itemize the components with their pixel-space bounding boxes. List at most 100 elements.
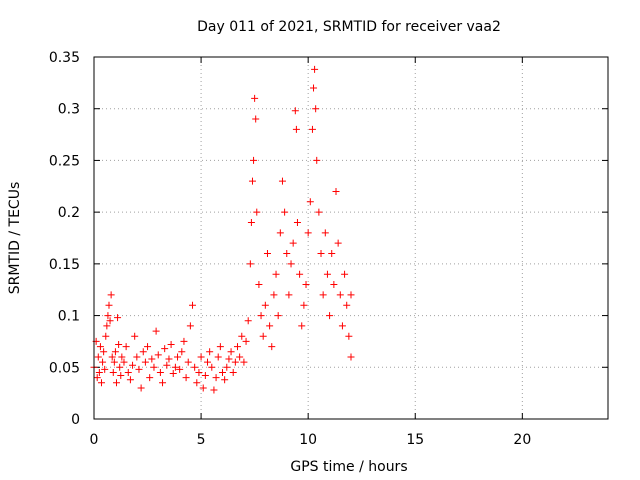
data-point bbox=[178, 348, 186, 356]
data-point bbox=[171, 363, 179, 371]
data-point bbox=[102, 332, 110, 340]
y-tick-label: 0.25 bbox=[49, 153, 80, 169]
data-point bbox=[231, 358, 239, 366]
data-point bbox=[272, 270, 280, 278]
data-point bbox=[212, 374, 220, 382]
data-point bbox=[176, 365, 184, 373]
data-point bbox=[154, 351, 162, 359]
data-point bbox=[103, 322, 111, 330]
data-point bbox=[289, 239, 297, 247]
data-point bbox=[240, 358, 248, 366]
data-point bbox=[126, 376, 134, 384]
data-point bbox=[311, 65, 319, 73]
data-point bbox=[208, 363, 216, 371]
data-point bbox=[120, 358, 128, 366]
data-point bbox=[323, 270, 331, 278]
data-point bbox=[163, 361, 171, 369]
data-point bbox=[238, 332, 246, 340]
data-point bbox=[310, 84, 318, 92]
data-point bbox=[191, 363, 199, 371]
data-point bbox=[95, 368, 103, 376]
data-point bbox=[304, 229, 312, 237]
x-tick-label: 10 bbox=[299, 432, 317, 448]
data-point bbox=[246, 260, 254, 268]
data-point bbox=[150, 363, 158, 371]
data-point bbox=[94, 353, 102, 361]
data-point bbox=[291, 107, 299, 115]
data-point bbox=[268, 343, 276, 351]
data-point bbox=[321, 229, 329, 237]
grid-lines bbox=[94, 57, 608, 419]
data-point bbox=[165, 355, 173, 363]
data-point bbox=[263, 250, 271, 258]
data-point bbox=[328, 250, 336, 258]
data-point bbox=[251, 94, 259, 102]
data-point bbox=[298, 322, 306, 330]
data-point bbox=[197, 353, 205, 361]
data-point bbox=[169, 369, 177, 377]
data-point bbox=[180, 337, 188, 345]
data-point bbox=[107, 291, 115, 299]
data-point bbox=[257, 312, 265, 320]
data-point bbox=[131, 332, 139, 340]
y-tick-label: 0.2 bbox=[58, 205, 80, 221]
data-point bbox=[195, 368, 203, 376]
data-point bbox=[306, 198, 314, 206]
data-point bbox=[106, 317, 114, 325]
data-point bbox=[124, 368, 132, 376]
data-point bbox=[255, 281, 263, 289]
x-axis-label: GPS time / hours bbox=[290, 459, 407, 475]
data-point bbox=[312, 105, 320, 113]
x-tick-label: 0 bbox=[90, 432, 99, 448]
data-point bbox=[108, 353, 116, 361]
data-point bbox=[285, 291, 293, 299]
data-point bbox=[281, 208, 289, 216]
y-tick-label: 0.05 bbox=[49, 360, 80, 376]
tick-labels: 0 5 10 15 20 0 0.05 0.1 0.15 0.2 0.25 0.3 0.35 bbox=[49, 50, 531, 448]
y-axis-label: SRMTID / TECUs bbox=[7, 182, 23, 295]
data-point bbox=[122, 343, 130, 351]
data-point bbox=[276, 229, 284, 237]
data-point bbox=[114, 314, 122, 322]
chart-title: Day 011 of 2021, SRMTID for receiver vaa… bbox=[197, 19, 501, 35]
data-point bbox=[115, 341, 123, 349]
data-point bbox=[210, 386, 218, 394]
data-point bbox=[139, 348, 147, 356]
data-point bbox=[100, 348, 108, 356]
data-point bbox=[332, 187, 340, 195]
data-point bbox=[141, 358, 149, 366]
data-point bbox=[152, 327, 160, 335]
data-point bbox=[117, 372, 125, 380]
data-point bbox=[182, 374, 190, 382]
data-point bbox=[259, 332, 267, 340]
data-point bbox=[133, 353, 141, 361]
data-point bbox=[216, 343, 224, 351]
data-point bbox=[214, 353, 222, 361]
data-point bbox=[248, 177, 256, 185]
data-point bbox=[292, 125, 300, 133]
data-point bbox=[118, 353, 126, 361]
data-point bbox=[274, 312, 282, 320]
plot-frame bbox=[93, 56, 609, 420]
data-point bbox=[167, 341, 175, 349]
data-point bbox=[345, 332, 353, 340]
data-points bbox=[90, 65, 355, 394]
data-point bbox=[300, 301, 308, 309]
y-tick-label: 0.15 bbox=[49, 257, 80, 273]
y-tick-label: 0.1 bbox=[58, 309, 80, 325]
data-point bbox=[204, 358, 212, 366]
x-tick-label: 20 bbox=[513, 432, 531, 448]
data-point bbox=[326, 312, 334, 320]
data-point bbox=[319, 291, 327, 299]
y-tick-label: 0.35 bbox=[49, 50, 80, 66]
data-point bbox=[109, 368, 117, 376]
data-point bbox=[97, 379, 105, 387]
data-point bbox=[343, 301, 351, 309]
data-point bbox=[334, 239, 342, 247]
data-point bbox=[308, 125, 316, 133]
data-point bbox=[206, 348, 214, 356]
data-point bbox=[293, 218, 301, 226]
data-point bbox=[159, 379, 167, 387]
data-point bbox=[104, 312, 112, 320]
